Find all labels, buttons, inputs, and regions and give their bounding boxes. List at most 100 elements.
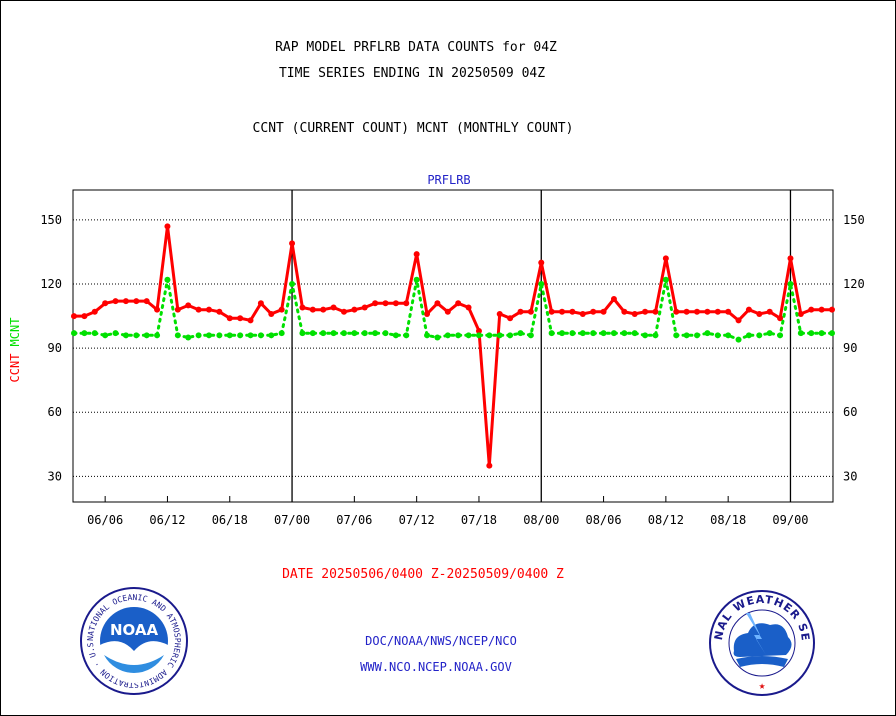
data-point-ccnt — [289, 240, 296, 247]
y-tick-label-right: 90 — [843, 341, 857, 355]
x-tick-label: 08/06 — [585, 513, 621, 527]
data-point-ccnt — [205, 306, 212, 313]
series-layer — [71, 223, 835, 469]
data-point-ccnt — [444, 308, 451, 315]
data-point-mcnt — [143, 332, 150, 339]
data-point-ccnt — [309, 306, 316, 313]
y-tick-label-left: 30 — [48, 469, 62, 483]
data-point-mcnt — [465, 332, 472, 339]
data-point-ccnt — [662, 255, 669, 262]
y-tick-label-right: 60 — [843, 405, 857, 419]
data-point-ccnt — [216, 308, 223, 315]
x-tick-label: 08/12 — [648, 513, 684, 527]
data-point-mcnt — [91, 330, 98, 337]
data-point-mcnt — [216, 332, 223, 339]
date-range-label: DATE 20250506/0400 Z-20250509/0400 Z — [282, 567, 564, 582]
url-link[interactable]: WWW.NCO.NCEP.NOAA.GOV — [360, 660, 512, 674]
data-point-ccnt — [382, 300, 389, 307]
data-point-mcnt — [662, 276, 669, 283]
data-point-ccnt — [403, 300, 410, 307]
data-point-mcnt — [289, 281, 296, 288]
data-point-ccnt — [787, 255, 794, 262]
data-point-mcnt — [590, 330, 597, 337]
data-point-mcnt — [455, 332, 462, 339]
data-point-mcnt — [642, 332, 649, 339]
data-point-ccnt — [455, 300, 462, 307]
x-tick-label: 08/00 — [523, 513, 559, 527]
data-point-mcnt — [766, 330, 773, 337]
data-point-mcnt — [133, 332, 140, 339]
noaa-seal-icon: NATIONAL OCEANIC AND ATMOSPHERIC ADMINIS… — [80, 587, 188, 695]
data-point-ccnt — [112, 298, 119, 305]
data-point-ccnt — [413, 251, 420, 258]
data-point-ccnt — [579, 310, 586, 317]
data-point-mcnt — [569, 330, 576, 337]
data-point-ccnt — [745, 306, 752, 313]
data-point-mcnt — [673, 332, 680, 339]
data-point-ccnt — [725, 308, 732, 315]
data-point-ccnt — [361, 304, 368, 311]
data-point-mcnt — [185, 334, 192, 341]
data-point-ccnt — [278, 306, 285, 313]
y-tick-label-left: 60 — [48, 405, 62, 419]
data-point-ccnt — [475, 328, 482, 335]
y-tick-label-right: 150 — [843, 213, 865, 227]
org-label: DOC/NOAA/NWS/NCEP/NCO — [365, 634, 517, 648]
data-point-ccnt — [102, 300, 109, 307]
data-point-ccnt — [694, 308, 701, 315]
data-point-mcnt — [475, 332, 482, 339]
data-point-mcnt — [808, 330, 815, 337]
data-point-mcnt — [829, 330, 835, 337]
x-tick-label: 07/00 — [274, 513, 310, 527]
data-point-ccnt — [465, 304, 472, 311]
y-axis-label-mcnt: MCNT — [8, 318, 22, 347]
data-point-mcnt — [756, 332, 763, 339]
series-line-ccnt — [74, 224, 832, 468]
y-tick-label-right: 120 — [843, 277, 865, 291]
x-tick-label: 08/18 — [710, 513, 746, 527]
data-point-ccnt — [673, 308, 680, 315]
data-point-mcnt — [424, 332, 431, 339]
data-point-mcnt — [745, 332, 752, 339]
data-point-mcnt — [818, 330, 825, 337]
data-point-ccnt — [621, 308, 628, 315]
x-tick-label: 07/06 — [336, 513, 372, 527]
data-point-mcnt — [112, 330, 119, 337]
data-point-mcnt — [621, 330, 628, 337]
data-point-mcnt — [559, 330, 566, 337]
data-point-mcnt — [174, 332, 181, 339]
data-point-mcnt — [600, 330, 607, 337]
y-tick-label-left: 120 — [40, 277, 62, 291]
data-point-ccnt — [569, 308, 576, 315]
data-point-ccnt — [559, 308, 566, 315]
data-point-mcnt — [517, 330, 524, 337]
data-point-mcnt — [507, 332, 514, 339]
data-point-ccnt — [642, 308, 649, 315]
data-point-mcnt — [372, 330, 379, 337]
data-point-ccnt — [237, 315, 244, 322]
data-point-ccnt — [652, 308, 659, 315]
data-point-mcnt — [725, 332, 732, 339]
data-point-mcnt — [309, 330, 316, 337]
data-point-mcnt — [694, 332, 701, 339]
plot-area-border — [72, 189, 834, 503]
data-point-mcnt — [797, 330, 804, 337]
data-point-ccnt — [517, 308, 524, 315]
y-axis-label-ccnt: CCNT — [8, 354, 22, 383]
data-point-mcnt — [81, 330, 88, 337]
data-point-ccnt — [372, 300, 379, 307]
data-point-ccnt — [610, 295, 617, 302]
y-tick-label-left: 150 — [40, 213, 62, 227]
data-point-mcnt — [71, 330, 77, 337]
x-tick-label: 06/12 — [149, 513, 185, 527]
data-point-ccnt — [268, 310, 275, 317]
data-point-ccnt — [808, 306, 815, 313]
data-point-ccnt — [486, 462, 493, 469]
data-point-mcnt — [330, 330, 337, 337]
data-point-ccnt — [164, 223, 171, 230]
data-point-ccnt — [299, 304, 306, 311]
data-point-ccnt — [247, 317, 254, 324]
data-point-ccnt — [600, 308, 607, 315]
data-point-mcnt — [257, 332, 264, 339]
